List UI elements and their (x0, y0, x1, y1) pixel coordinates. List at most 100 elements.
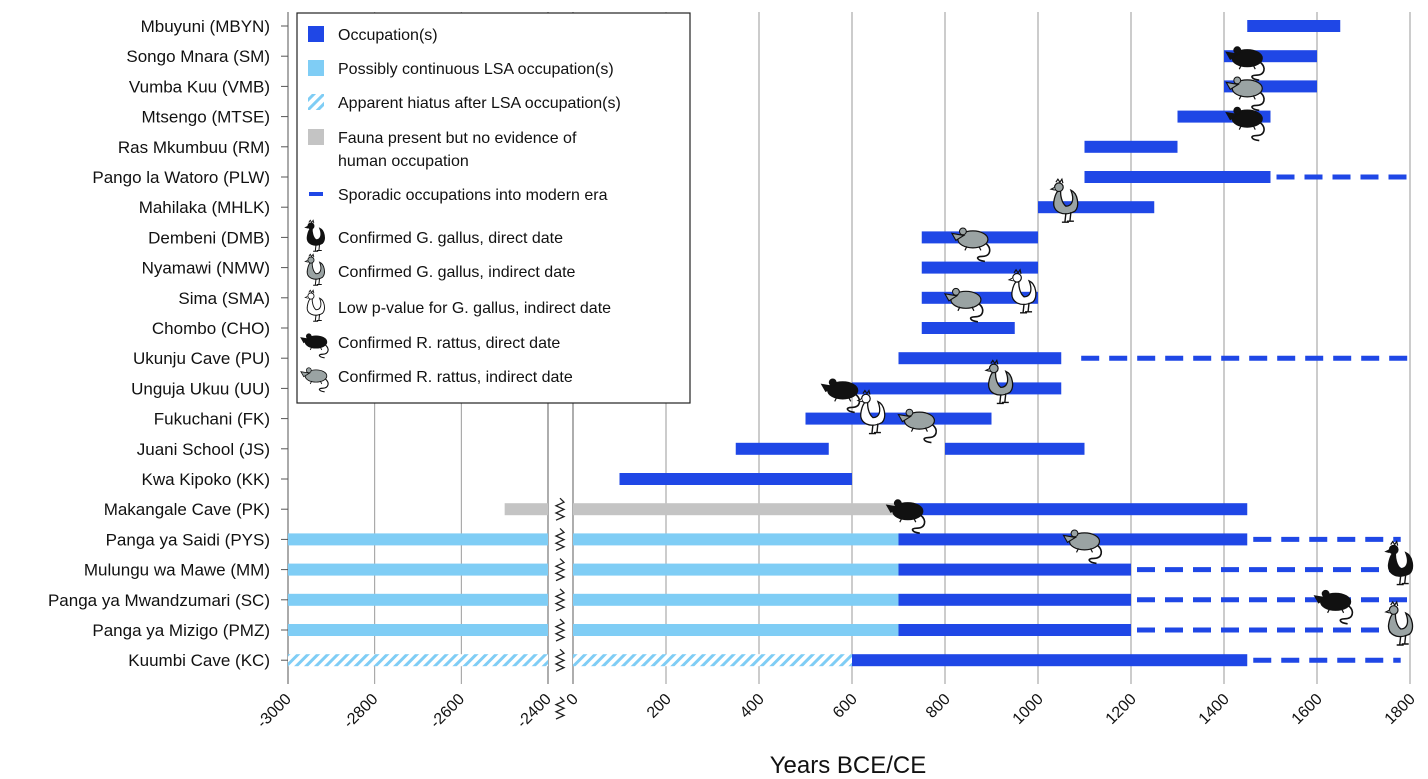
rat-icon (943, 287, 984, 323)
bar-occupation (921, 322, 1015, 334)
rat-icon (1225, 76, 1265, 112)
x-tick-label: 800 (923, 691, 954, 722)
rat-tail (1251, 121, 1265, 142)
site-label: Mtsengo (MTSE) (142, 108, 270, 127)
rat-head (1225, 51, 1240, 60)
axis-break-mark (554, 618, 566, 642)
chicken-legs (313, 277, 322, 286)
rat-leg (957, 306, 961, 312)
rat-leg (1252, 64, 1256, 70)
bars (288, 20, 1410, 720)
site-label: Fukuchani (FK) (154, 410, 270, 429)
rat-tail (1251, 91, 1265, 112)
rat-icon (950, 227, 991, 263)
legend-label-line: Apparent hiatus after LSA occupation(s) (338, 95, 621, 112)
rat-leg (309, 380, 313, 385)
site-label: Kuumbi Cave (KC) (128, 651, 270, 670)
rat-ear (828, 378, 837, 387)
rat-tail (846, 393, 861, 414)
bar-lsa (573, 533, 899, 546)
chicken-beak (984, 367, 991, 372)
chicken-head (307, 256, 315, 264)
chicken-icon (1007, 268, 1037, 314)
rat-leg (1238, 64, 1242, 70)
rat-ear (905, 408, 914, 417)
site-label: Ras Mkumbuu (RM) (118, 138, 270, 157)
legend-swatch-fauna (308, 129, 324, 145)
bar-occupation (1084, 171, 1271, 183)
chicken-icon (304, 253, 325, 286)
legend-label-line: Fauna present but no evidence of (338, 130, 577, 147)
legend-swatch-occupation (308, 26, 324, 42)
chicken-comb (990, 358, 999, 365)
legend-label: Apparent hiatus after LSA occupation(s) (338, 95, 621, 112)
chicken-icon (856, 389, 886, 435)
x-tick-label: 1800 (1382, 691, 1419, 728)
chicken-comb (1390, 600, 1399, 607)
bar-lsa (288, 533, 548, 546)
legend-label-line: Occupation(s) (338, 27, 438, 44)
x-tick-label: 0 (564, 691, 582, 709)
rat-tail (1251, 61, 1265, 81)
legend-swatch-hatch (308, 94, 324, 110)
x-tick-label: 1000 (1010, 691, 1047, 728)
legend-label-line: Confirmed G. gallus, direct date (338, 230, 563, 247)
rat-tail (1088, 544, 1103, 565)
chicken-legs (1396, 634, 1409, 646)
bar-occupation (852, 654, 1248, 667)
bar-lsa (288, 593, 548, 606)
bar-occupation (921, 261, 1038, 274)
site-label: Vumba Kuu (VMB) (129, 77, 270, 96)
rat-leg (971, 306, 975, 312)
bar-lsa (573, 593, 899, 606)
rat-ear (305, 333, 312, 340)
rat-head (950, 232, 966, 242)
rat-head (820, 383, 836, 393)
rat-icon (1225, 46, 1265, 81)
axis-break-mark (554, 527, 566, 551)
rat-tail (911, 514, 926, 534)
bar-occupation (945, 442, 1085, 455)
chicken-icon (304, 289, 325, 322)
rat-icon (820, 378, 861, 414)
chicken-beak (304, 259, 309, 263)
bar-hiatus (573, 654, 852, 667)
chicken-legs (313, 313, 322, 322)
rat-head (885, 504, 901, 513)
site-label: Songo Mnara (SM) (126, 47, 270, 66)
rat-leg (910, 427, 914, 432)
site-label: Unguja Ukuu (UU) (131, 379, 270, 398)
rat-tail (976, 242, 991, 263)
x-tick-label: -3000 (254, 691, 295, 732)
rat-icon (300, 367, 329, 393)
legend-label-line: Low p-value for G. gallus, indirect date (338, 300, 611, 317)
bar-occupation (852, 382, 1062, 395)
markers (820, 46, 1414, 646)
legend-swatch-lsa (308, 60, 324, 76)
rat-leg (1341, 608, 1345, 614)
rat-ear (305, 367, 312, 374)
chicken-beak (304, 225, 309, 229)
axis-break-mark (554, 588, 566, 612)
rat-leg (848, 397, 852, 402)
legend: Occupation(s) Possibly continuous LSA occ… (296, 12, 691, 404)
site-label: Mahilaka (MHLK) (139, 198, 270, 217)
bar-occupation (898, 593, 1131, 606)
site-label: Mulungu wa Mawe (MM) (84, 561, 270, 580)
chicken-comb (1055, 177, 1064, 184)
bar-fauna (504, 503, 548, 516)
rat-leg (1327, 608, 1331, 614)
site-label: Panga ya Mwandzumari (SC) (48, 591, 270, 610)
axis-break-mark (554, 497, 566, 521)
chicken-comb (1013, 268, 1022, 274)
chicken-body (1387, 611, 1414, 638)
rat-ear (893, 499, 902, 508)
legend-label: Occupation(s) (338, 27, 438, 44)
axis-break-mark (554, 696, 566, 720)
legend-label-line: Possibly continuous LSA occupation(s) (338, 61, 614, 78)
axis-break-mark (554, 558, 566, 582)
rat-tail (1339, 605, 1354, 625)
x-tick-label: -2600 (427, 691, 468, 732)
site-label: Pango la Watoro (PLW) (92, 168, 270, 187)
